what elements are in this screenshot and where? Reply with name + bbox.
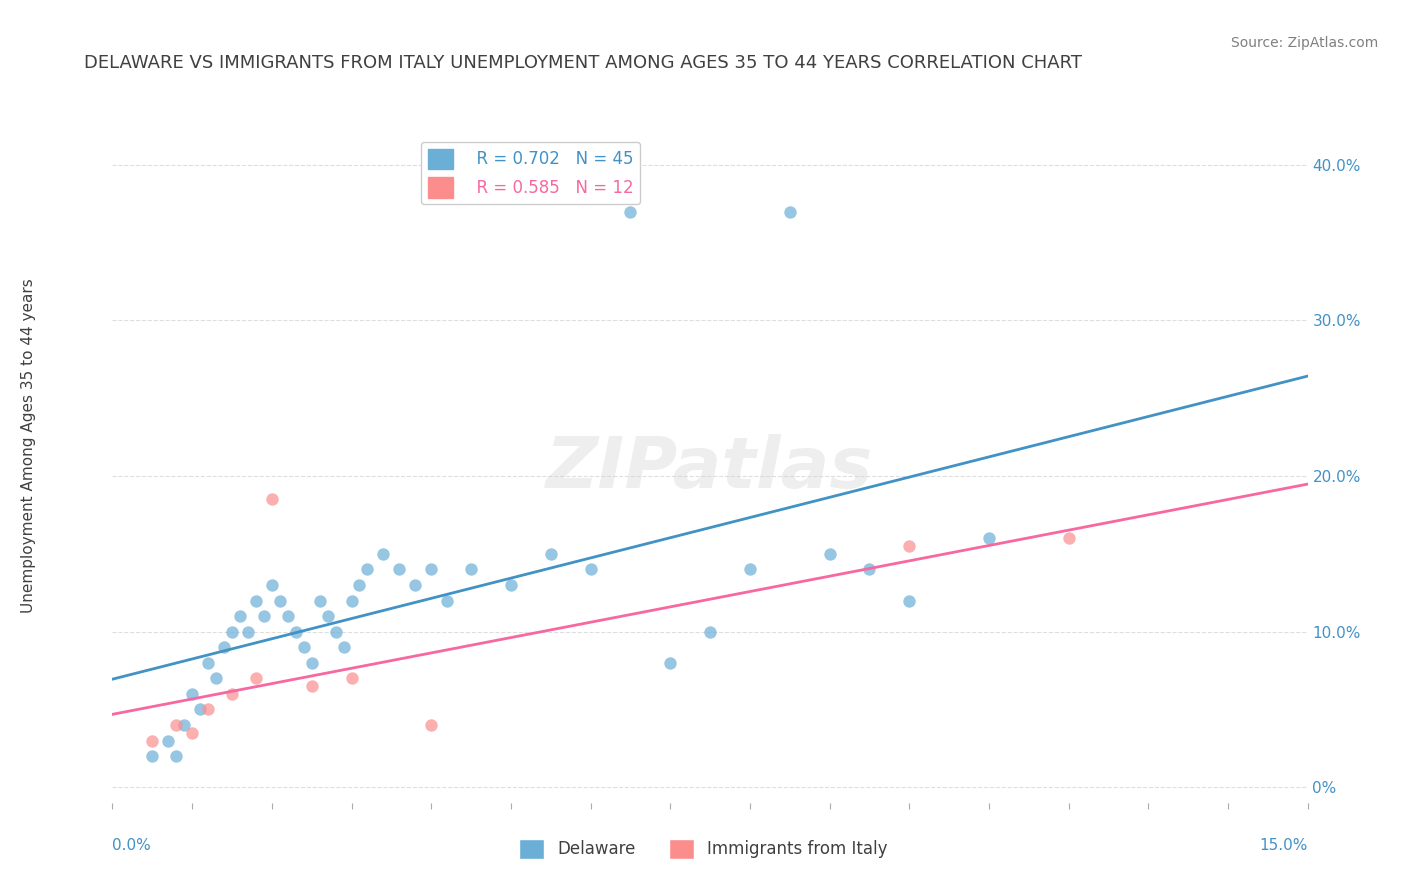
Point [619,204,641,219]
Legend:   R = 0.702   N = 45,   R = 0.585   N = 12: R = 0.702 N = 45, R = 0.585 N = 12 [422,142,640,204]
Point [340,593,363,607]
Point [579,562,602,576]
Point [499,578,522,592]
Point [277,609,299,624]
Point [699,624,721,639]
Point [197,702,219,716]
Point [181,726,204,740]
Point [540,547,562,561]
Point [388,562,411,576]
Text: 0.0%: 0.0% [112,838,152,854]
Point [221,624,243,639]
Point [284,624,307,639]
Point [212,640,235,655]
Point [460,562,482,576]
Point [236,624,259,639]
Point [141,733,163,747]
Point [308,593,330,607]
Point [188,702,211,716]
Point [340,671,363,685]
Point [181,687,204,701]
Point [245,671,267,685]
Text: Source: ZipAtlas.com: Source: ZipAtlas.com [1230,36,1378,50]
Point [245,593,267,607]
Point [316,609,339,624]
Point [436,593,458,607]
Point [325,624,347,639]
Point [141,749,163,764]
Text: DELAWARE VS IMMIGRANTS FROM ITALY UNEMPLOYMENT AMONG AGES 35 TO 44 YEARS CORRELA: DELAWARE VS IMMIGRANTS FROM ITALY UNEMPL… [84,54,1083,71]
Point [229,609,252,624]
Point [898,539,921,553]
Text: ZIPatlas: ZIPatlas [547,434,873,503]
Point [301,656,323,670]
Point [253,609,276,624]
Point [165,718,187,732]
Point [349,578,371,592]
Point [818,547,841,561]
Point [356,562,378,576]
Point [332,640,354,655]
Point [157,733,180,747]
Point [165,749,187,764]
Point [301,679,323,693]
Point [858,562,880,576]
Point [898,593,921,607]
Point [292,640,315,655]
Point [420,718,443,732]
Point [173,718,195,732]
Point [1057,531,1080,545]
Point [205,671,228,685]
Point [221,687,243,701]
Point [977,531,1000,545]
Text: Unemployment Among Ages 35 to 44 years: Unemployment Among Ages 35 to 44 years [21,278,35,614]
Point [404,578,426,592]
Point [260,578,283,592]
Point [779,204,801,219]
Point [260,492,283,507]
Point [659,656,682,670]
Point [373,547,395,561]
Point [197,656,219,670]
Point [738,562,761,576]
Legend: Delaware, Immigrants from Italy: Delaware, Immigrants from Italy [512,832,894,866]
Text: 15.0%: 15.0% [1260,838,1308,854]
Point [269,593,291,607]
Point [420,562,443,576]
